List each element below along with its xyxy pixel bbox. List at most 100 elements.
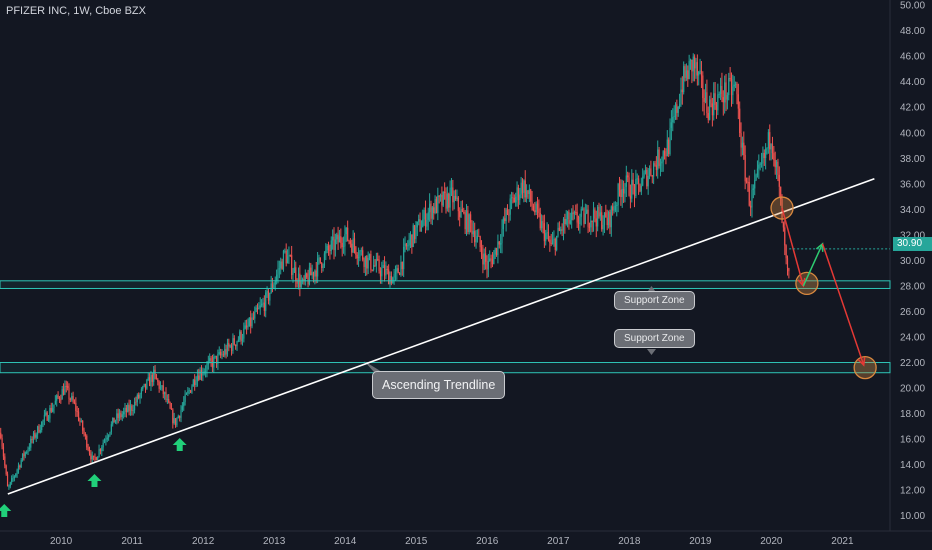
- candle-body: [613, 210, 615, 212]
- price-axis[interactable]: 10.00 12.00 14.00 16.00 18.00 20.00 22.00 24.00…: [900, 1, 925, 523]
- candle-body: [625, 175, 627, 187]
- price-tick-label: 16.00: [900, 435, 925, 446]
- candle-body: [183, 401, 185, 407]
- candle-body: [230, 345, 233, 351]
- candle-body: [326, 245, 328, 251]
- candle-body: [332, 236, 334, 241]
- candle-body: [624, 186, 626, 194]
- candle-body: [345, 227, 347, 235]
- candle-body: [140, 389, 143, 395]
- time-tick-label: 2015: [405, 536, 428, 547]
- candle-body: [725, 82, 727, 100]
- candle-body: [165, 392, 167, 400]
- candle-body: [696, 62, 698, 76]
- candle-body: [688, 61, 690, 80]
- candle-body: [512, 197, 514, 199]
- candle-body: [655, 165, 657, 170]
- candle-body: [707, 113, 709, 120]
- candle-body: [385, 269, 387, 276]
- candle-body: [366, 256, 368, 269]
- time-tick-label: 2017: [547, 536, 570, 547]
- candle-body: [202, 373, 204, 376]
- price-tick-label: 12.00: [900, 486, 925, 497]
- candle-body: [599, 212, 601, 217]
- candle-body: [460, 208, 462, 217]
- time-axis[interactable]: 2010 2011 2012 2013 2014 2015 2016 2017 2018 2019…: [50, 536, 854, 547]
- candle-body: [0, 432, 2, 438]
- candle-body: [647, 175, 649, 187]
- support-zone-label-upper: Support Zone: [614, 291, 695, 310]
- projection-arrow-down-1: [781, 207, 805, 287]
- candle-body: [685, 70, 688, 78]
- candle-body: [670, 122, 672, 128]
- candle-body: [728, 78, 730, 96]
- candle-body: [252, 317, 255, 319]
- candle-body: [368, 254, 371, 258]
- candle-body: [781, 199, 783, 224]
- candle-body: [256, 307, 259, 310]
- candle-body: [276, 274, 278, 281]
- candle-body: [573, 212, 576, 215]
- candle-body: [459, 211, 461, 217]
- candle-body: [23, 453, 25, 457]
- candle-body: [169, 402, 171, 409]
- candle-body: [12, 477, 14, 479]
- candle-body: [775, 161, 778, 168]
- candle-body: [49, 407, 51, 419]
- candle-body: [75, 403, 77, 412]
- candle-body: [592, 209, 595, 222]
- candle-body: [482, 254, 484, 265]
- candle-body: [426, 219, 428, 227]
- candle-body: [404, 243, 406, 247]
- candle-body: [58, 397, 61, 400]
- candle-body: [269, 293, 271, 301]
- candle-body: [490, 258, 492, 260]
- candle-body: [13, 476, 15, 478]
- candle-body: [177, 415, 179, 419]
- candle-body: [374, 264, 376, 266]
- candle-body: [767, 132, 769, 149]
- candle-body: [762, 152, 764, 164]
- candle-body: [586, 209, 588, 214]
- price-tick-label: 36.00: [900, 179, 925, 190]
- support-zone-lower-pointer: [647, 349, 656, 355]
- candle-body: [587, 209, 589, 227]
- candle-body: [618, 184, 621, 190]
- candle-body: [453, 195, 455, 203]
- candle-body: [474, 231, 476, 243]
- candle-body: [576, 212, 578, 223]
- candle-body: [174, 418, 177, 426]
- candle-body: [644, 169, 647, 173]
- candle-body: [588, 226, 591, 228]
- candle-body: [237, 339, 239, 342]
- candle-body: [229, 345, 231, 347]
- candle-body: [748, 181, 750, 206]
- candle-body: [681, 89, 683, 93]
- candle-body: [677, 106, 679, 113]
- candle-body: [222, 354, 224, 356]
- candle-body: [280, 261, 282, 269]
- candle-body: [359, 251, 361, 258]
- candle-body: [301, 278, 304, 282]
- time-tick-label: 2012: [192, 536, 215, 547]
- candle-body: [778, 174, 780, 187]
- candle-body: [524, 180, 526, 198]
- candle-body: [642, 176, 644, 186]
- candle-body: [80, 420, 82, 422]
- candle-body: [694, 56, 696, 69]
- candle-body: [698, 71, 700, 76]
- candle-body: [347, 227, 349, 241]
- candle-body: [4, 456, 6, 466]
- candle-body: [633, 185, 636, 197]
- candle-body: [534, 210, 536, 213]
- candle-body: [39, 430, 41, 433]
- candle-body: [310, 267, 312, 276]
- candle-body: [489, 258, 491, 261]
- candle-body: [117, 413, 119, 418]
- price-tick-label: 22.00: [900, 358, 925, 369]
- candle-body: [461, 208, 464, 213]
- candle-body: [189, 390, 192, 393]
- candle-body: [318, 257, 320, 259]
- candle-body: [486, 261, 488, 270]
